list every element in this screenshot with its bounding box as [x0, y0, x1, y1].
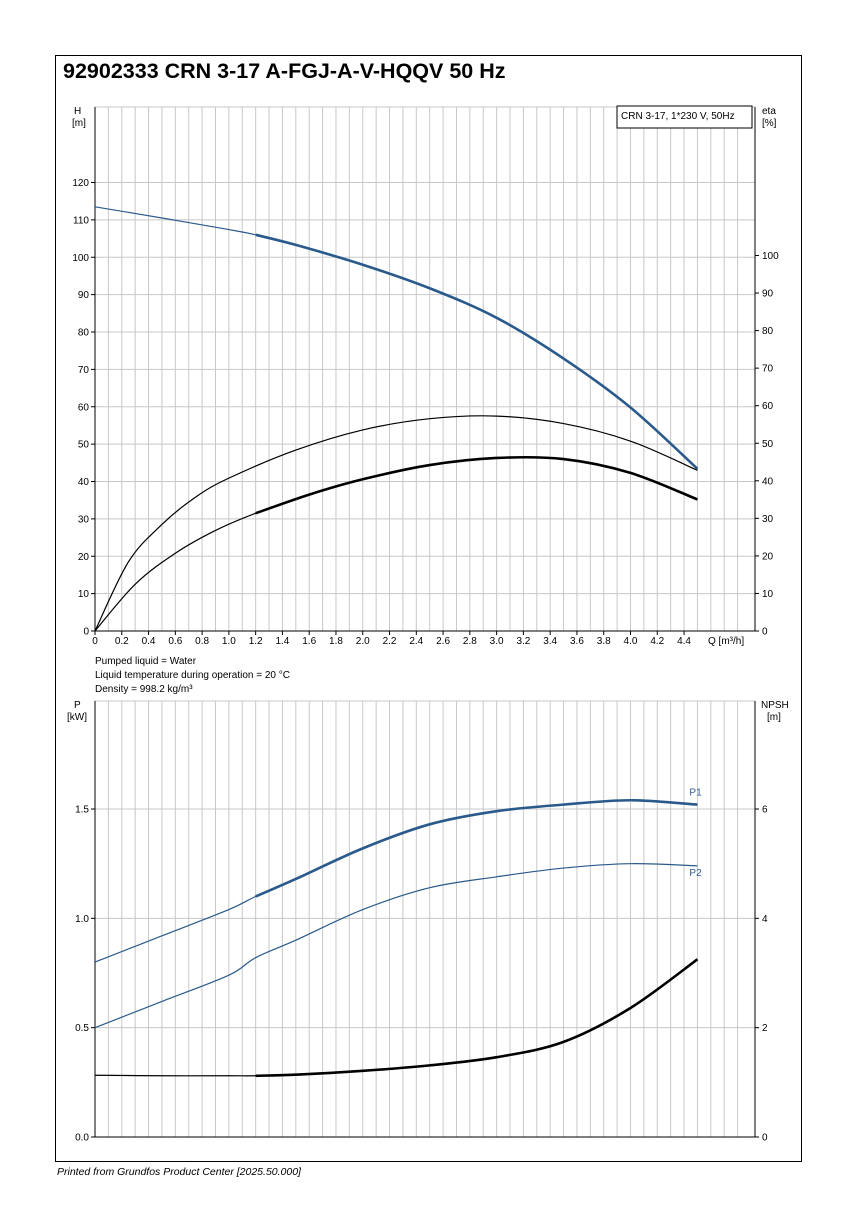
y-tick-label-right: 4: [762, 914, 768, 925]
page-title: 92902333 CRN 3-17 A-FGJ-A-V-HQQV 50 Hz: [63, 59, 506, 83]
y-tick-label-left: 20: [78, 552, 90, 563]
y-tick-label-left: 1.0: [75, 914, 89, 925]
x-tick-label: 2.2: [383, 636, 397, 647]
y-tick-label-left: 1.5: [75, 805, 89, 816]
x-tick-label: 3.0: [490, 636, 504, 647]
chart-frame: [55, 55, 802, 1162]
head-curve-thin: [94, 206, 698, 470]
y-tick-label-left: 110: [73, 215, 89, 226]
head-curve-bold: [255, 233, 699, 470]
legend-box-text: CRN 3-17, 1*230 V, 50Hz: [621, 111, 735, 122]
y-tick-label-left: 50: [78, 440, 90, 451]
y-tick-label-right: 30: [762, 514, 774, 525]
liquid-info-line: Pumped liquid = Water: [95, 656, 197, 667]
eta-total-curve-bold: [255, 455, 698, 515]
x-tick-label: 4.4: [677, 636, 691, 647]
legend-box: [616, 105, 753, 129]
x-axis-label: Q [m³/h]: [708, 636, 744, 647]
y-tick-label-right: 90: [762, 289, 774, 300]
p2-curve-thin: [94, 863, 698, 1029]
y-axis-unit-right: [%]: [762, 118, 777, 129]
npsh-curve-thin: [94, 958, 698, 1077]
x-tick-label: 2.8: [463, 636, 477, 647]
x-tick-label: 2.6: [436, 636, 450, 647]
series-label: P2: [689, 868, 702, 879]
eta-pump-curve-thin: [94, 415, 698, 632]
p1-curve-thin: [94, 799, 698, 963]
x-tick-label: 0.4: [142, 636, 156, 647]
y-tick-label-left: 120: [72, 178, 89, 189]
y-axis-unit-left: [kW]: [67, 712, 87, 723]
y-tick-label-left: 60: [78, 402, 90, 413]
x-tick-label: 0.2: [115, 636, 129, 647]
x-tick-label: 1.4: [275, 636, 289, 647]
x-tick-label: 3.2: [516, 636, 530, 647]
y-tick-label-right: 80: [762, 326, 774, 337]
y-axis-unit-left: [m]: [72, 118, 86, 129]
x-tick-label: 1.2: [249, 636, 263, 647]
y-axis-unit-right: [m]: [767, 712, 781, 723]
y-tick-label-left: 70: [78, 365, 90, 376]
y-tick-label-left: 0: [83, 627, 89, 638]
y-tick-label-right: 10: [762, 589, 774, 600]
eta-total-curve-thin: [94, 456, 698, 632]
y-axis-label-left: H: [74, 106, 81, 117]
y-tick-label-right: 20: [762, 551, 774, 562]
y-tick-label-left: 100: [72, 253, 89, 264]
x-tick-label: 2.0: [356, 636, 370, 647]
y-tick-label-right: 60: [762, 401, 774, 412]
y-axis-label-left: P: [74, 700, 81, 711]
y-axis-label-right: eta: [762, 106, 776, 117]
y-tick-label-right: 2: [762, 1023, 768, 1034]
x-tick-label: 4.2: [650, 636, 664, 647]
y-tick-label-right: 40: [762, 476, 774, 487]
x-tick-label: 2.4: [409, 636, 423, 647]
y-tick-label-left: 0.5: [75, 1023, 89, 1034]
y-tick-label-left: 80: [78, 328, 90, 339]
y-tick-label-left: 40: [78, 477, 90, 488]
y-tick-label-right: 70: [762, 364, 774, 375]
x-tick-label: 4.0: [624, 636, 638, 647]
x-tick-label: 3.4: [543, 636, 557, 647]
x-tick-label: 3.6: [570, 636, 584, 647]
x-tick-label: 1.0: [222, 636, 236, 647]
y-axis-label-right: NPSH: [761, 700, 789, 711]
liquid-info-line: Density = 998.2 kg/m³: [95, 684, 193, 695]
y-tick-label-left: 0.0: [75, 1133, 89, 1144]
y-tick-label-right: 50: [762, 439, 774, 450]
x-tick-label: 0: [92, 636, 98, 647]
x-tick-label: 1.8: [329, 636, 343, 647]
p1-curve-bold: [255, 798, 698, 898]
y-tick-label-right: 0: [762, 627, 768, 638]
y-tick-label-left: 10: [78, 589, 90, 600]
npsh-curve-bold: [255, 958, 699, 1078]
footer-note: Printed from Grundfos Product Center [20…: [57, 1166, 301, 1178]
y-tick-label-right: 6: [762, 805, 768, 816]
x-tick-label: 1.6: [302, 636, 316, 647]
x-tick-label: 0.8: [195, 636, 209, 647]
y-tick-label-left: 30: [78, 514, 90, 525]
y-tick-label-left: 90: [78, 290, 90, 301]
x-tick-label: 3.8: [597, 636, 611, 647]
y-tick-label-right: 100: [762, 251, 779, 262]
x-tick-label: 0.6: [168, 636, 182, 647]
liquid-info-line: Liquid temperature during operation = 20…: [95, 670, 290, 681]
series-label: P1: [689, 788, 702, 799]
y-tick-label-right: 0: [762, 1133, 768, 1144]
